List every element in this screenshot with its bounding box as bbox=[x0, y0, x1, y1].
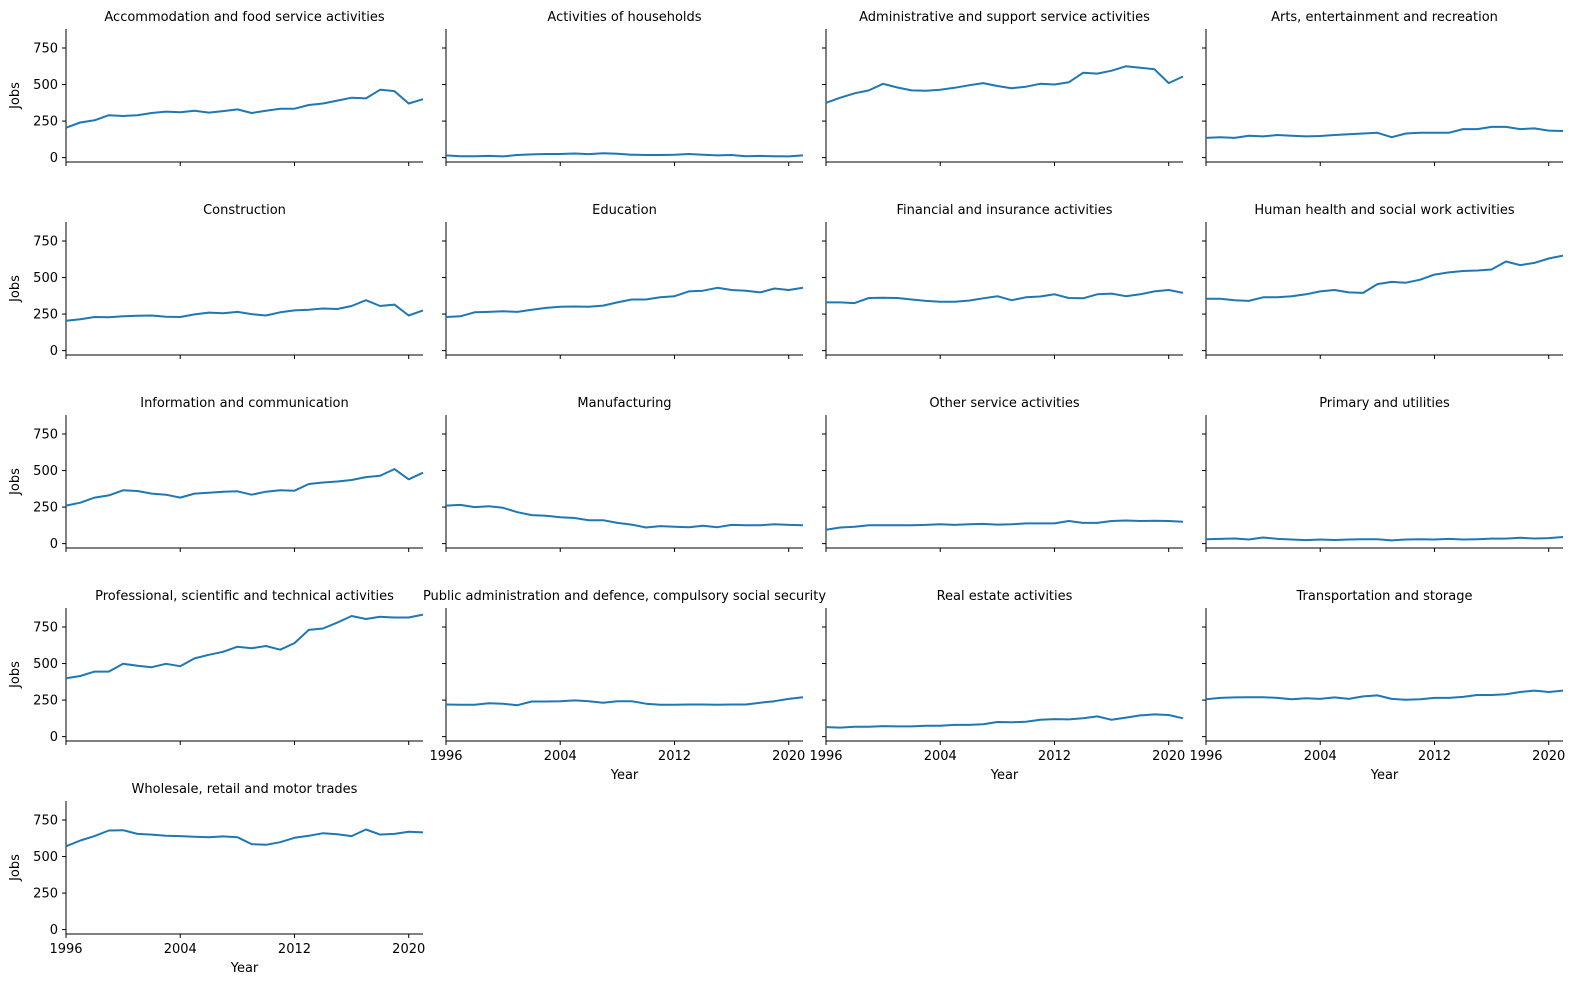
y-tick-label: 750 bbox=[33, 42, 58, 57]
x-tick-label: 2012 bbox=[1038, 749, 1071, 764]
x-tick-label: 1996 bbox=[809, 749, 842, 764]
y-tick-label: 750 bbox=[33, 621, 58, 636]
panel-title: Transportation and storage bbox=[1296, 589, 1473, 604]
y-tick-label: 500 bbox=[33, 657, 58, 672]
series-line bbox=[1205, 536, 1564, 542]
facet-panel: Activities of households bbox=[442, 10, 804, 166]
panel-title: Education bbox=[592, 203, 657, 218]
panel-title: Human health and social work activities bbox=[1254, 203, 1515, 218]
panel-title: Public administration and defence, compu… bbox=[423, 589, 826, 604]
panel-title: Construction bbox=[203, 203, 286, 218]
facet-panel: Education bbox=[442, 203, 804, 359]
x-tick-label: 1996 bbox=[1189, 749, 1222, 764]
y-tick-label: 0 bbox=[50, 344, 58, 359]
facet-panel: Public administration and defence, compu… bbox=[423, 589, 826, 783]
y-tick-label: 250 bbox=[33, 887, 58, 902]
y-tick-label: 750 bbox=[33, 428, 58, 443]
facet-panel: Manufacturing bbox=[442, 396, 804, 552]
panel-title: Arts, entertainment and recreation bbox=[1271, 10, 1498, 25]
x-tick-label: 2020 bbox=[1532, 749, 1565, 764]
facet-panel: Real estate activities 1996 2004 2012 2020 Ye… bbox=[809, 589, 1185, 783]
x-axis-label: Year bbox=[990, 768, 1019, 783]
y-tick-label: 750 bbox=[33, 235, 58, 250]
series-line bbox=[65, 299, 424, 322]
y-tick-label: 0 bbox=[50, 151, 58, 166]
x-tick-label: 2012 bbox=[658, 749, 691, 764]
panel-title: Manufacturing bbox=[577, 396, 671, 411]
x-tick-label: 2012 bbox=[1418, 749, 1451, 764]
facet-panel: Information and communication 0 250 500 750 J… bbox=[8, 396, 424, 552]
y-tick-label: 500 bbox=[33, 271, 58, 286]
x-tick-label: 2004 bbox=[924, 749, 957, 764]
y-tick-label: 500 bbox=[33, 850, 58, 865]
x-tick-label: 2012 bbox=[278, 942, 311, 957]
series-line bbox=[65, 468, 424, 507]
series-line bbox=[65, 828, 424, 848]
panel-title: Real estate activities bbox=[937, 589, 1073, 604]
x-tick-label: 2020 bbox=[772, 749, 805, 764]
y-tick-label: 250 bbox=[33, 308, 58, 323]
x-tick-label: 2004 bbox=[164, 942, 197, 957]
x-tick-label: 2004 bbox=[544, 749, 577, 764]
y-tick-label: 250 bbox=[33, 501, 58, 516]
panel-title: Other service activities bbox=[929, 396, 1080, 411]
y-tick-label: 750 bbox=[33, 814, 58, 829]
series-line bbox=[445, 503, 804, 529]
y-tick-label: 250 bbox=[33, 694, 58, 709]
series-line bbox=[825, 713, 1184, 729]
series-line bbox=[1205, 125, 1564, 139]
y-tick-label: 500 bbox=[33, 464, 58, 479]
panel-title: Activities of households bbox=[547, 10, 701, 25]
panel-title: Primary and utilities bbox=[1319, 396, 1450, 411]
series-line bbox=[445, 696, 804, 707]
facet-panel: Other service activities bbox=[822, 396, 1184, 552]
panel-title: Financial and insurance activities bbox=[897, 203, 1113, 218]
x-axis-label: Year bbox=[230, 961, 259, 976]
facet-panel: Financial and insurance activities bbox=[822, 203, 1184, 359]
panel-title: Accommodation and food service activitie… bbox=[104, 10, 384, 25]
x-tick-label: 1996 bbox=[429, 749, 462, 764]
series-line bbox=[1206, 254, 1564, 302]
y-tick-label: 0 bbox=[50, 730, 58, 745]
series-line bbox=[65, 613, 424, 680]
facet-panel: Professional, scientific and technical a… bbox=[8, 589, 424, 745]
series-line bbox=[65, 88, 424, 129]
series-line bbox=[1205, 689, 1564, 701]
y-axis-label: Jobs bbox=[8, 661, 23, 689]
panel-title: Wholesale, retail and motor trades bbox=[132, 782, 358, 797]
x-tick-label: 2020 bbox=[392, 942, 425, 957]
series-line bbox=[445, 152, 804, 158]
y-tick-label: 500 bbox=[33, 78, 58, 93]
y-tick-label: 0 bbox=[50, 537, 58, 552]
x-axis-label: Year bbox=[1370, 768, 1399, 783]
facet-panel: Administrative and support service activ… bbox=[822, 10, 1184, 166]
facet-panel: Wholesale, retail and motor trades 0 250 50… bbox=[8, 782, 425, 976]
series-line bbox=[826, 289, 1184, 305]
panel-title: Administrative and support service activ… bbox=[859, 10, 1150, 25]
x-tick-label: 1996 bbox=[49, 942, 82, 957]
facet-panel: Accommodation and food service activitie… bbox=[8, 10, 424, 166]
series-line bbox=[825, 65, 1184, 104]
facet-panel: Arts, entertainment and recreation bbox=[1202, 10, 1564, 166]
x-axis-label: Year bbox=[610, 768, 639, 783]
panel-title: Information and communication bbox=[140, 396, 349, 411]
facet-panel: Transportation and storage 1996 2004 2012 20… bbox=[1189, 589, 1565, 783]
y-axis-label: Jobs bbox=[8, 82, 23, 110]
x-tick-label: 2020 bbox=[1152, 749, 1185, 764]
x-tick-label: 2004 bbox=[1304, 749, 1337, 764]
y-tick-label: 0 bbox=[50, 923, 58, 938]
panel-title: Professional, scientific and technical a… bbox=[95, 589, 394, 604]
series-line bbox=[445, 286, 804, 318]
y-axis-label: Jobs bbox=[8, 275, 23, 303]
y-axis-label: Jobs bbox=[8, 468, 23, 496]
y-axis-label: Jobs bbox=[8, 854, 23, 882]
y-tick-label: 250 bbox=[33, 115, 58, 130]
series-line bbox=[825, 519, 1184, 531]
facet-panel: Construction 0 250 500 750 Jobs bbox=[8, 203, 424, 359]
facet-panel: Human health and social work activities bbox=[1202, 203, 1564, 359]
facet-panel: Primary and utilities bbox=[1202, 396, 1564, 552]
